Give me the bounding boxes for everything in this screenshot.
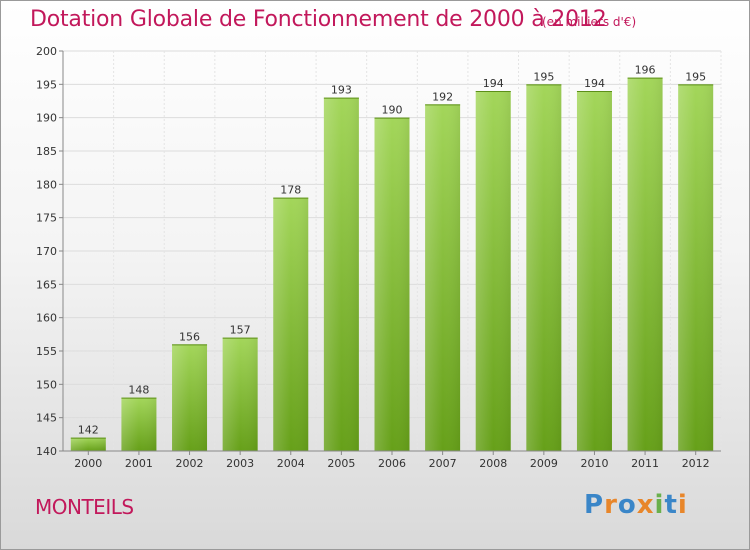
x-tick-label: 2010 <box>580 457 608 470</box>
y-tick-label: 155 <box>36 345 57 358</box>
bar-value-label: 156 <box>179 330 200 343</box>
bar-value-label: 196 <box>635 64 656 77</box>
y-tick-label: 185 <box>36 145 57 158</box>
y-tick-label: 200 <box>36 45 57 58</box>
y-tick-label: 175 <box>36 212 57 225</box>
x-tick-label: 2012 <box>682 457 710 470</box>
x-tick-label: 2009 <box>530 457 558 470</box>
bar-value-label: 195 <box>533 70 554 83</box>
bar-shading <box>172 344 208 451</box>
x-tick-label: 2000 <box>74 457 102 470</box>
x-tick-label: 2006 <box>378 457 406 470</box>
bar-value-label: 192 <box>432 90 453 103</box>
bar-shading <box>576 91 612 451</box>
proxiti-logo[interactable]: Proxiti <box>584 490 688 520</box>
bar-shading <box>323 97 359 452</box>
y-tick-label: 165 <box>36 278 57 291</box>
bar-shading <box>678 84 714 451</box>
bar-value-label: 157 <box>230 324 251 337</box>
y-tick-label: 190 <box>36 112 57 125</box>
x-tick-label: 2005 <box>327 457 355 470</box>
y-tick-label: 140 <box>36 445 57 458</box>
bar-shading <box>627 77 663 452</box>
x-tick-label: 2004 <box>277 457 305 470</box>
y-tick-label: 195 <box>36 78 57 91</box>
y-tick-label: 150 <box>36 378 57 391</box>
x-tick-label: 2007 <box>429 457 457 470</box>
bar-value-label: 194 <box>483 77 504 90</box>
place-name: MONTEILS <box>35 495 134 519</box>
y-tick-label: 170 <box>36 245 57 258</box>
bar-shading <box>374 117 410 452</box>
y-tick-label: 160 <box>36 312 57 325</box>
y-tick-label: 145 <box>36 412 57 425</box>
bar-shading <box>70 437 106 451</box>
bar-value-label: 193 <box>331 84 352 97</box>
bar-shading <box>425 104 461 451</box>
y-tick-label: 180 <box>36 178 57 191</box>
chart-unit: (en milliers d'€) <box>542 15 637 29</box>
x-tick-label: 2002 <box>176 457 204 470</box>
x-tick-label: 2003 <box>226 457 254 470</box>
x-tick-label: 2008 <box>479 457 507 470</box>
chart-title: Dotation Globale de Fonctionnement de 20… <box>30 7 607 32</box>
bar-value-label: 142 <box>78 424 99 437</box>
bar-shading <box>475 91 511 451</box>
bar-value-label: 195 <box>685 70 706 83</box>
bar-value-label: 148 <box>128 384 149 397</box>
bar-value-label: 178 <box>280 184 301 197</box>
x-tick-label: 2001 <box>125 457 153 470</box>
bar-value-label: 194 <box>584 77 605 90</box>
bar-shading <box>273 197 309 451</box>
bar-shading <box>121 397 157 451</box>
bar-value-label: 190 <box>382 104 403 117</box>
x-tick-label: 2011 <box>631 457 659 470</box>
bar-shading <box>526 84 562 451</box>
bar-shading <box>222 337 258 451</box>
